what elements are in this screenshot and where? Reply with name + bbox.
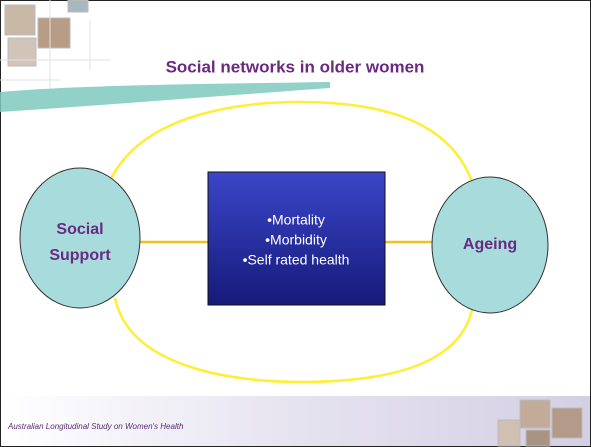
footer-text: Australian Longitudinal Study on Women's… <box>7 422 184 431</box>
bullet-item: •Mortality <box>267 212 325 228</box>
node-label: Social <box>56 221 103 238</box>
bullet-item: •Self rated health <box>243 252 350 268</box>
node-label: Support <box>49 247 111 264</box>
title: Social networks in older women <box>166 57 425 76</box>
node-label: Ageing <box>463 236 517 253</box>
bullet-item: •Morbidity <box>265 232 327 248</box>
slide: Social networks in older women Social Su… <box>0 0 591 447</box>
